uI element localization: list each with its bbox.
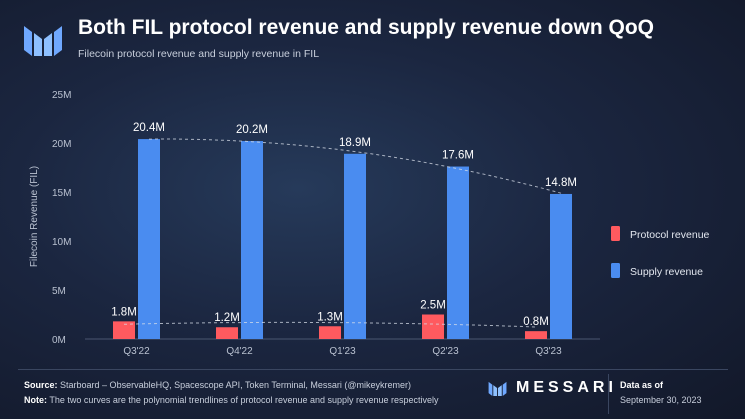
- bar-protocol-revenue: [319, 326, 341, 339]
- footer-brand: MESSARI: [488, 379, 617, 397]
- x-tick-label: Q1'23: [329, 346, 356, 357]
- data-label-supply-revenue: 14.8M: [545, 177, 577, 189]
- y-tick-label: 5M: [52, 286, 66, 297]
- chart-title: Both FIL protocol revenue and supply rev…: [78, 16, 655, 39]
- legend-label-supply: Supply revenue: [630, 266, 703, 278]
- note-text: The two curves are the polynomial trendl…: [49, 395, 439, 405]
- data-label-protocol-revenue: 2.5M: [420, 300, 446, 312]
- note-label: Note:: [24, 395, 47, 405]
- messari-logo-icon: [24, 26, 62, 56]
- chart-subtitle: Filecoin protocol revenue and supply rev…: [78, 48, 320, 60]
- legend-label-protocol: Protocol revenue: [630, 229, 710, 241]
- y-tick-label: 20M: [52, 139, 71, 150]
- bar-supply-revenue: [550, 193, 572, 339]
- bar-supply-revenue: [447, 166, 469, 339]
- bar-supply-revenue: [344, 153, 366, 339]
- y-axis-label: Filecoin Revenue (FIL): [29, 166, 40, 267]
- data-as-of: Data as of September 30, 2023: [620, 378, 702, 408]
- data-label-supply-revenue: 18.9M: [339, 137, 371, 149]
- data-label-supply-revenue: 20.4M: [133, 122, 165, 134]
- data-as-of-date: September 30, 2023: [620, 395, 702, 405]
- x-tick-label: Q3'22: [123, 346, 150, 357]
- bar-supply-revenue: [138, 139, 160, 339]
- trendline-protocol-revenue: [123, 321, 537, 328]
- footer-divider-line: [18, 369, 728, 370]
- footer-vertical-divider: [608, 374, 609, 414]
- brand-name: MESSARI: [516, 379, 617, 396]
- legend-swatch-supply: [611, 263, 620, 278]
- bar-supply-revenue: [241, 141, 263, 339]
- y-tick-label: 10M: [52, 237, 71, 248]
- bar-protocol-revenue: [525, 331, 547, 339]
- bar-protocol-revenue: [422, 314, 444, 339]
- data-label-protocol-revenue: 0.8M: [523, 316, 549, 328]
- bar-protocol-revenue: [113, 321, 135, 339]
- data-label-protocol-revenue: 1.8M: [111, 306, 137, 318]
- legend-swatch-protocol: [611, 226, 620, 241]
- data-label-supply-revenue: 17.6M: [442, 150, 474, 162]
- messari-brand-icon: [488, 381, 507, 396]
- y-tick-label: 0M: [52, 335, 66, 346]
- x-tick-label: Q3'23: [535, 346, 562, 357]
- data-as-of-label: Data as of: [620, 380, 664, 390]
- source-text: Starboard – ObservableHQ, Spacescope API…: [60, 380, 411, 390]
- y-tick-label: 15M: [52, 188, 71, 199]
- bar-protocol-revenue: [216, 327, 238, 339]
- y-tick-label: 25M: [52, 90, 71, 101]
- data-label-protocol-revenue: 1.3M: [317, 311, 343, 323]
- source-label: Source:: [24, 380, 58, 390]
- x-tick-label: Q4'22: [226, 346, 253, 357]
- data-label-supply-revenue: 20.2M: [236, 124, 268, 136]
- x-tick-label: Q2'23: [432, 346, 459, 357]
- data-label-protocol-revenue: 1.2M: [214, 312, 240, 324]
- trendline-supply-revenue: [148, 138, 562, 194]
- footer-notes: Source: Starboard – ObservableHQ, Spaces…: [24, 378, 439, 408]
